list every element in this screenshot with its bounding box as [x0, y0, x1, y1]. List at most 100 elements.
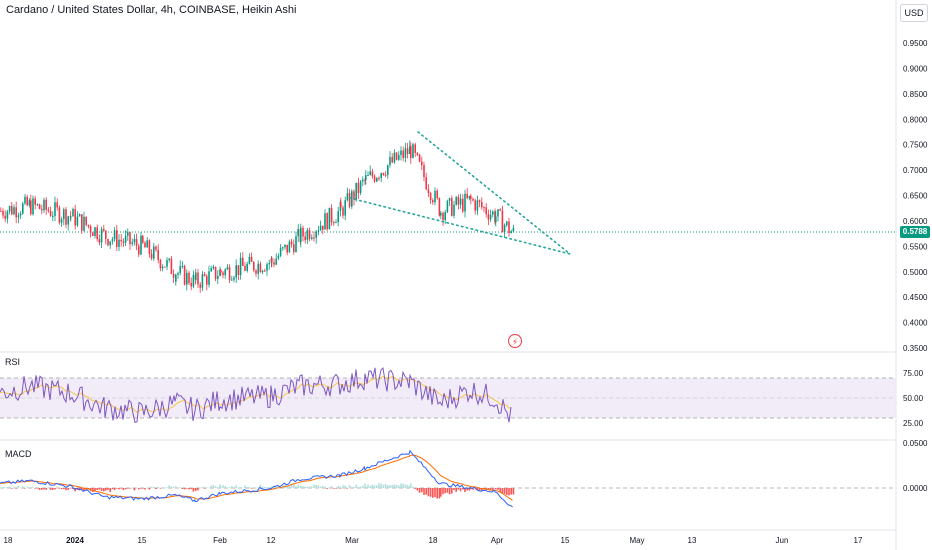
candle-body — [257, 263, 259, 274]
candle-body — [188, 272, 190, 284]
event-bolt-icon[interactable]: ⚡ — [508, 334, 522, 348]
macd-histogram-bar — [138, 488, 140, 490]
macd-label[interactable]: MACD — [5, 449, 32, 459]
macd-histogram-bar — [342, 485, 344, 488]
candle-body — [140, 235, 142, 255]
macd-histogram-bar — [512, 488, 515, 495]
macd-histogram-bar — [440, 488, 442, 497]
candle-body — [478, 200, 481, 203]
candle-body — [359, 181, 362, 194]
candle-body — [250, 256, 253, 262]
candle-body — [47, 209, 50, 212]
macd-histogram-bar — [183, 488, 186, 490]
candle-body — [271, 258, 273, 263]
macd-histogram-bar — [67, 488, 69, 490]
macd-histogram-bar — [203, 488, 206, 489]
candle-body — [427, 189, 430, 193]
candle-body — [235, 265, 237, 278]
macd-histogram-bar — [157, 486, 159, 488]
candle-body — [8, 206, 11, 212]
macd-histogram-bar — [11, 488, 13, 489]
macd-histogram-bar — [127, 488, 129, 489]
time-tick-label: May — [629, 536, 644, 545]
candle-body — [186, 272, 188, 285]
macd-histogram-bar — [319, 486, 322, 488]
macd-histogram-bar — [190, 488, 192, 489]
lower-trendline[interactable] — [349, 197, 571, 255]
candle-body — [393, 152, 396, 163]
macd-histogram-bar — [220, 486, 222, 488]
candle-body — [313, 237, 315, 239]
candle-body — [438, 198, 441, 216]
candle-body — [295, 236, 297, 253]
macd-histogram-bar — [442, 488, 444, 495]
macd-histogram-bar — [122, 488, 125, 491]
macd-histogram-bar — [295, 486, 297, 488]
candle-body — [45, 199, 47, 210]
candle-body — [231, 279, 233, 281]
candle-body — [60, 219, 63, 223]
candle-body — [286, 244, 288, 253]
candle-body — [253, 261, 255, 271]
macd-histogram-bar — [63, 488, 65, 490]
candle-body — [190, 283, 192, 287]
macd-histogram-bar — [333, 488, 335, 489]
macd-histogram-bar — [416, 488, 419, 491]
candle-body — [346, 193, 349, 201]
macd-histogram-bar — [264, 487, 266, 488]
macd-histogram-bar — [179, 487, 181, 488]
macd-histogram-bar — [212, 484, 215, 488]
macd-histogram-bar — [346, 488, 349, 489]
candle-body — [288, 241, 291, 253]
candle-body — [464, 193, 466, 212]
candle-body — [65, 209, 67, 225]
candle-body — [474, 200, 476, 211]
candle-body — [228, 267, 231, 281]
macd-histogram-bar — [409, 485, 411, 488]
candle-body — [219, 269, 221, 277]
candle-body — [208, 271, 210, 285]
candle-body — [293, 244, 295, 253]
rsi-label[interactable]: RSI — [5, 357, 21, 367]
candle-body — [153, 246, 155, 259]
upper-trendline[interactable] — [417, 131, 571, 255]
currency-button[interactable]: USD — [900, 4, 928, 22]
macd-histogram-bar — [219, 484, 221, 488]
candle-body — [150, 253, 153, 259]
macd-histogram-bar — [365, 486, 367, 488]
macd-histogram-bar — [478, 488, 481, 491]
macd-histogram-bar — [150, 486, 153, 488]
macd-histogram-bar — [177, 487, 179, 489]
candle-body — [92, 232, 94, 237]
macd-histogram-bar — [369, 485, 371, 488]
macd-histogram-bar — [351, 486, 353, 488]
candle-body — [330, 207, 333, 223]
macd-histogram-bar — [222, 485, 224, 488]
last-price-tag: 0.5788 — [900, 226, 930, 238]
macd-histogram-bar — [398, 485, 400, 488]
macd-histogram-bar — [412, 486, 414, 488]
candle-body — [462, 198, 464, 212]
candle-body — [357, 182, 360, 194]
macd-histogram-bar — [111, 488, 114, 490]
macd-histogram-bar — [248, 487, 251, 488]
price-axis[interactable]: 0.9500 0.9000 0.8500 0.8000 0.7500 0.7000 0.65… — [903, 39, 928, 353]
macd-histogram-bar — [384, 483, 387, 488]
time-tick-label: 2024 — [66, 536, 84, 545]
trendlines-group[interactable] — [349, 131, 571, 255]
macd-histogram-bar — [231, 486, 233, 488]
macd-histogram-bar — [140, 488, 142, 489]
candle-body — [337, 211, 339, 223]
candle-body — [495, 216, 497, 223]
candle-body — [210, 268, 212, 272]
candle-body — [284, 244, 286, 248]
macd-histogram-bar — [277, 485, 280, 488]
rsi-tick-label: 75.00 — [903, 369, 924, 378]
macd-histogram-bar — [96, 488, 98, 490]
candle-body — [487, 214, 490, 220]
macd-histogram-bar — [26, 486, 28, 488]
macd-histogram-bar — [495, 488, 497, 490]
time-axis[interactable]: 18 2024 15 Feb 12 Mar 18 Apr 15 May 13 Jun 17 — [4, 536, 863, 545]
